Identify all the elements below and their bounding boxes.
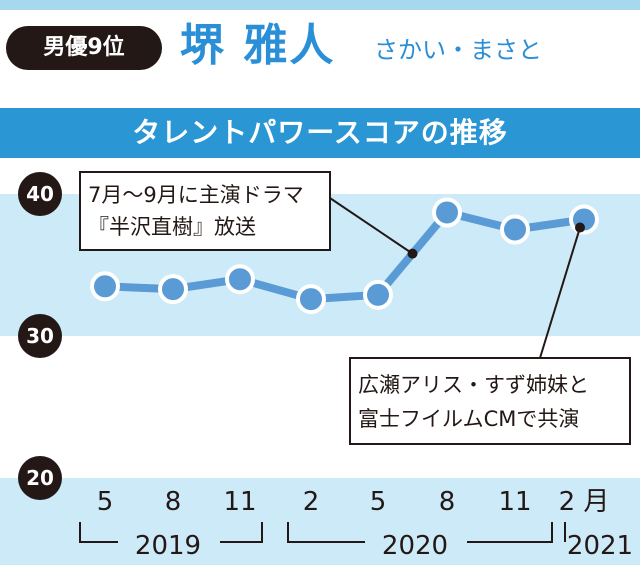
annotation-2-box bbox=[349, 357, 631, 445]
band-axis bbox=[0, 478, 640, 565]
x-tick-label-3: 2 bbox=[303, 487, 320, 517]
data-point-1 bbox=[158, 274, 188, 305]
rank-badge: 男優9位 bbox=[6, 26, 162, 70]
year-bracket-left-0 bbox=[79, 522, 118, 543]
x-tick-label-4: 5 bbox=[370, 487, 387, 517]
annotation-1-leader bbox=[317, 189, 414, 255]
x-tick-label-6: 11 bbox=[498, 487, 531, 517]
x-tick-label-1: 8 bbox=[165, 487, 182, 517]
data-point-0 bbox=[90, 271, 120, 302]
year-label-2: 2021 bbox=[567, 531, 633, 561]
y-tick-label-40: 40 bbox=[26, 182, 54, 206]
actor-name: 堺 雅人 bbox=[180, 20, 336, 71]
annotation-1-line-1: 『半沢直樹』放送 bbox=[88, 215, 256, 239]
annotation-1-line-0: 7月〜9月に主演ドラマ bbox=[88, 183, 304, 207]
x-tick-label-2: 11 bbox=[223, 487, 256, 517]
year-bracket-right-0 bbox=[220, 522, 263, 543]
x-tick-label-0: 5 bbox=[97, 487, 114, 517]
top-rule bbox=[0, 0, 640, 10]
data-point-4 bbox=[363, 279, 393, 310]
annotation-2-line-1: 富士フイルムCMで共演 bbox=[358, 407, 579, 431]
annotation-2-line-0: 広瀬アリス・すず姉妹と bbox=[358, 373, 589, 397]
actor-name-reading: さかい・まさと bbox=[374, 36, 542, 64]
chart-title: タレントパワースコアの推移 bbox=[0, 108, 640, 158]
y-tick-badge-40 bbox=[18, 172, 62, 216]
annotation-2-dot bbox=[575, 222, 585, 233]
y-tick-badge-20 bbox=[18, 456, 62, 500]
data-point-5 bbox=[432, 197, 462, 228]
y-tick-label-30: 30 bbox=[26, 324, 54, 348]
x-tick-label-5: 8 bbox=[439, 487, 456, 517]
y-tick-badge-30 bbox=[18, 314, 62, 358]
data-point-3 bbox=[296, 284, 326, 315]
year-label-1: 2020 bbox=[382, 531, 448, 561]
annotation-1-dot bbox=[407, 248, 418, 259]
year-bracket-right-1 bbox=[467, 522, 553, 543]
data-point-6 bbox=[500, 214, 530, 245]
data-point-2 bbox=[225, 264, 255, 295]
annotation-1-box bbox=[79, 171, 331, 251]
year-bracket-left-1 bbox=[287, 522, 365, 543]
annotation-2-leader bbox=[539, 227, 581, 359]
y-tick-label-20: 20 bbox=[26, 466, 54, 490]
year-label-0: 2019 bbox=[135, 531, 201, 561]
x-tick-label-7: 2 月 bbox=[559, 487, 610, 517]
